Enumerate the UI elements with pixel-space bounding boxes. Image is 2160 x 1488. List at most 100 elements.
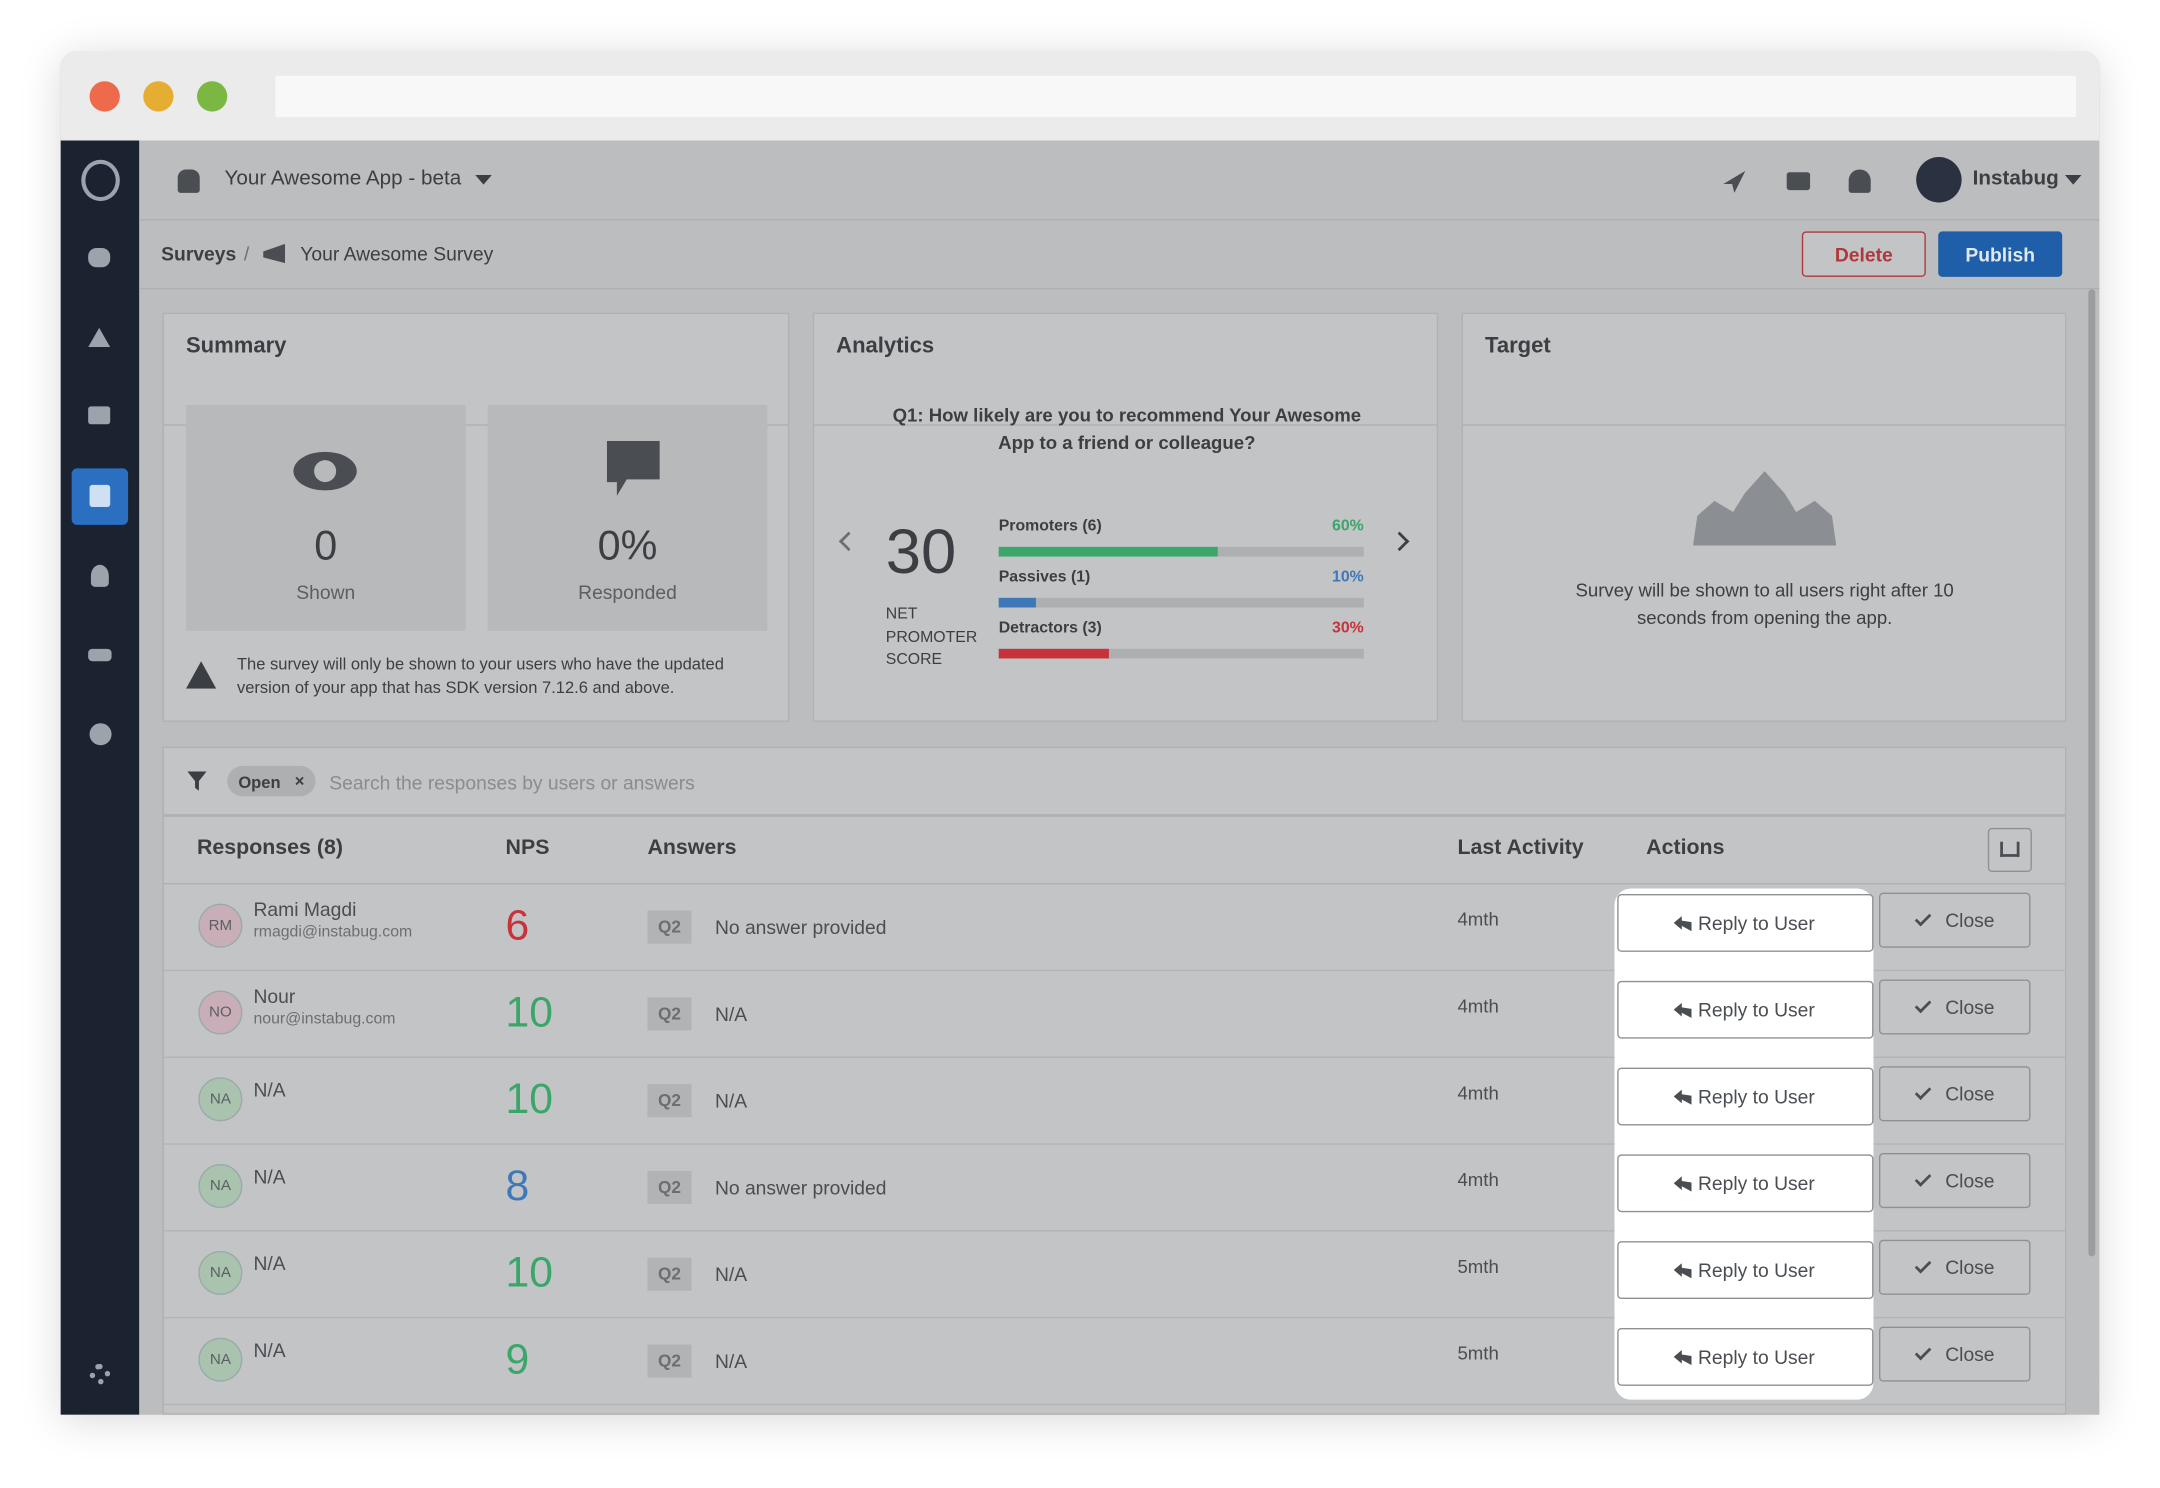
- close-button[interactable]: Close: [1878, 979, 2031, 1035]
- group-name: Passives (1): [998, 568, 1091, 586]
- panel-title: Target: [1462, 314, 2065, 426]
- question-tag: Q2: [647, 1170, 692, 1204]
- title-bar: [60, 50, 2100, 141]
- export-button[interactable]: [1987, 827, 2032, 872]
- min-dot[interactable]: [143, 81, 174, 112]
- announce-icon[interactable]: [1723, 170, 1746, 193]
- table-row: NA N/A 9 Q2 N/A 5mth: [163, 1318, 2065, 1406]
- close-button[interactable]: Close: [1878, 1326, 2031, 1382]
- close-button[interactable]: Close: [1878, 1239, 2031, 1295]
- user-name: N/A: [253, 1252, 286, 1275]
- top-bar: Your Awesome App - beta Instabug: [139, 141, 2100, 221]
- open-tag[interactable]: Open ×: [227, 765, 316, 797]
- nav-surveys[interactable]: [71, 468, 129, 525]
- column-header: Last Activity: [1457, 836, 1584, 860]
- reply-text: Reply to User: [1697, 1172, 1815, 1195]
- user-caret[interactable]: [2064, 174, 2082, 193]
- reply-button[interactable]: Reply to User: [1617, 1327, 1874, 1386]
- column-header: Responses (8): [196, 836, 343, 860]
- nav-users[interactable]: [88, 648, 112, 662]
- table-row: RM Rami Magdi rmagdi@instabug.com 6 Q2 No ans…: [163, 884, 2065, 972]
- last-activity: 4mth: [1457, 995, 1499, 1017]
- chat-icon: [606, 440, 660, 496]
- search-input[interactable]: Search the responses by users or answers: [329, 771, 695, 794]
- reply-button[interactable]: Reply to User: [1617, 1154, 1874, 1213]
- nav-chats[interactable]: [88, 406, 111, 425]
- answer: N/A: [714, 1263, 748, 1286]
- nps-value: 8: [505, 1161, 530, 1210]
- question-tag: Q2: [647, 1257, 692, 1291]
- summary-panel: Summary 0 Shown 0% Responded The survey …: [162, 312, 790, 722]
- highlight: [1614, 888, 1874, 1400]
- logo: [81, 159, 120, 202]
- reply-text: Reply to User: [1697, 1085, 1815, 1108]
- android-icon: [177, 169, 200, 193]
- reply-text: Reply to User: [1697, 1259, 1815, 1282]
- close-text: Close: [1945, 995, 1995, 1019]
- responded-value: 0%: [597, 523, 658, 569]
- column-header: Actions: [1646, 836, 1725, 860]
- publish-button[interactable]: Publish: [1938, 231, 2063, 277]
- avatar[interactable]: [1916, 157, 1962, 203]
- responses-table: Responses (8) NPS Answers Last Activity Acti…: [162, 815, 2067, 1415]
- shown-label: Shown: [296, 581, 356, 604]
- avatar: RM: [198, 903, 243, 948]
- user-name: Nour: [253, 984, 296, 1007]
- nps-score: 30: [885, 515, 957, 587]
- nav-analytics[interactable]: [89, 723, 112, 746]
- nav-crashes[interactable]: [88, 327, 111, 348]
- nps-value: 9: [505, 1334, 530, 1384]
- table-row: NA N/A 10 Q2 N/A 4mth: [163, 1058, 2065, 1145]
- tag-remove[interactable]: ×: [294, 771, 305, 791]
- shown-value: 0: [314, 523, 338, 569]
- prev-arrow[interactable]: [838, 531, 859, 552]
- users-icon: [1693, 471, 1837, 546]
- user-name[interactable]: Instabug: [1972, 166, 2059, 191]
- crumb-current: Your Awesome Survey: [300, 242, 494, 265]
- close-button[interactable]: Close: [1878, 1066, 2031, 1122]
- target-panel: Target Survey will be shown to all users…: [1461, 312, 2067, 722]
- crumb-root[interactable]: Surveys: [161, 242, 237, 265]
- responded-label: Responded: [578, 581, 677, 604]
- nav-bugs[interactable]: [88, 247, 111, 268]
- avatar: NA: [198, 1250, 243, 1295]
- delete-button[interactable]: Delete: [1801, 231, 1926, 277]
- answer: No answer provided: [714, 916, 887, 939]
- column-header: Answers: [647, 836, 737, 860]
- answer: N/A: [714, 1002, 748, 1025]
- last-activity: 4mth: [1457, 1169, 1499, 1191]
- breadcrumb-bar: Surveys / Your Awesome Survey Delete Pub…: [139, 220, 2100, 290]
- reply-button[interactable]: Reply to User: [1617, 1067, 1874, 1126]
- max-dot[interactable]: [196, 81, 228, 112]
- bar-track: [998, 597, 1364, 608]
- responded-card: 0% Responded: [487, 404, 768, 631]
- scrollbar[interactable]: [2088, 289, 2096, 1257]
- avatar: NA: [198, 1337, 243, 1382]
- next-arrow[interactable]: [1389, 531, 1410, 552]
- app-caret[interactable]: [475, 174, 492, 193]
- column-header: NPS: [505, 836, 550, 860]
- close-dot[interactable]: [89, 81, 120, 112]
- survey-icon: [263, 243, 286, 264]
- close-text: Close: [1945, 909, 1995, 932]
- nav-settings[interactable]: [89, 1363, 111, 1385]
- reply-button[interactable]: Reply to User: [1617, 894, 1874, 952]
- answer: No answer provided: [714, 1176, 887, 1199]
- filter-icon[interactable]: [187, 771, 207, 791]
- last-activity: 5mth: [1457, 1256, 1499, 1277]
- nps-score-label: NET PROMOTER SCORE: [885, 606, 978, 669]
- app-name[interactable]: Your Awesome App - beta: [224, 166, 462, 191]
- target-text: Survey will be shown to all users right …: [1575, 579, 1954, 629]
- reply-button[interactable]: Reply to User: [1617, 1241, 1874, 1300]
- user-name: Rami Magdi: [253, 898, 357, 921]
- reply-text: Reply to User: [1697, 998, 1815, 1021]
- nav-features[interactable]: [90, 564, 109, 587]
- close-button[interactable]: Close: [1878, 1153, 2031, 1209]
- close-button[interactable]: Close: [1878, 892, 2031, 948]
- bell-icon[interactable]: [1848, 169, 1871, 193]
- docs-icon[interactable]: [1786, 172, 1811, 191]
- reply-button[interactable]: Reply to User: [1617, 980, 1874, 1039]
- url-bar[interactable]: [275, 75, 2076, 118]
- sdk-note: The survey will only be shown to your us…: [236, 654, 724, 698]
